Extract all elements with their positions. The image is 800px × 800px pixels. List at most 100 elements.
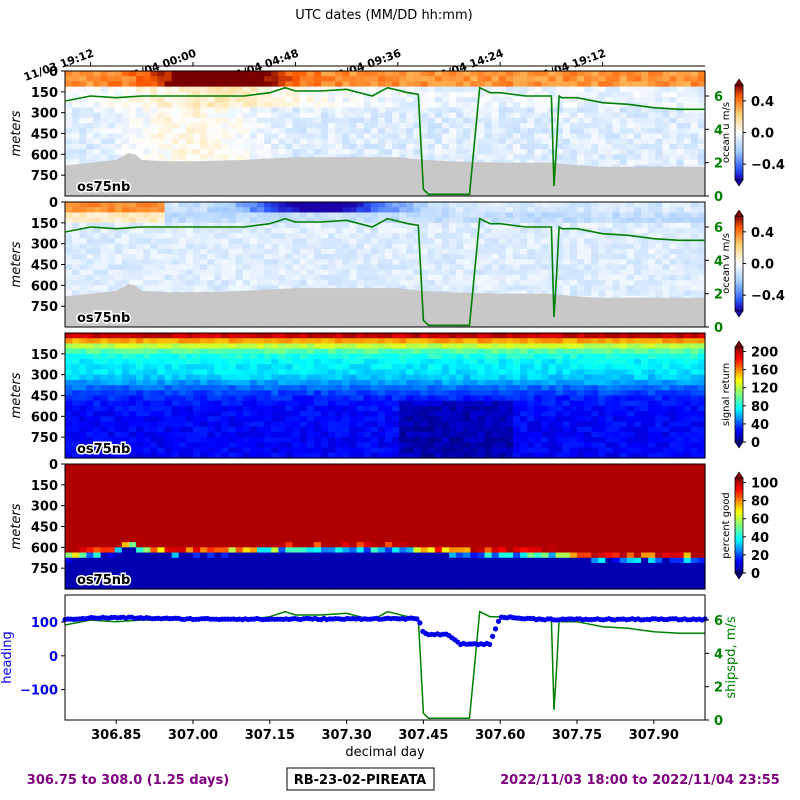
y-tick-label: 0 xyxy=(49,196,58,211)
right-tick-label: 2 xyxy=(714,157,723,172)
y-axis-label: meters xyxy=(9,372,24,418)
x-tick-label: 307.45 xyxy=(398,728,448,743)
colorbar-tick-label: 0 xyxy=(751,436,760,451)
colorbar-tick-label: 40 xyxy=(751,418,769,433)
right-tick-label: 6 xyxy=(714,90,723,105)
colorbar-tick-label: 120 xyxy=(751,382,778,397)
x-tick-label: 307.30 xyxy=(322,728,372,743)
y-tick-label: 150 xyxy=(31,217,58,232)
right-tick-label: 6 xyxy=(714,614,723,629)
heading-point xyxy=(490,633,496,640)
colorbar-extend-bottom xyxy=(734,310,744,318)
heading-point xyxy=(417,620,423,626)
panel-frame xyxy=(64,594,706,721)
colorbar-tick-label: −0.4 xyxy=(751,158,785,173)
instrument-label: os75nb xyxy=(77,573,130,588)
y-tick-label: 600 xyxy=(31,541,58,556)
x-tick-label: 306.85 xyxy=(91,728,141,743)
heading-point xyxy=(414,616,420,622)
panel-heading-shipspeed: 100 0 −100 heading 0 2 4 6 shipspd, m/s 306.85 307… xyxy=(0,594,739,760)
y-tick-label: 0 xyxy=(49,65,58,80)
y-tick-label: 450 xyxy=(31,521,58,536)
colorbar-extend-bottom xyxy=(734,441,744,449)
colorbar-tick-label: 0.0 xyxy=(751,127,774,142)
ship-speed-line xyxy=(64,217,705,327)
right-tick-label: 4 xyxy=(714,647,723,662)
y-tick-label: 450 xyxy=(31,390,58,405)
heading-axis-label: heading xyxy=(0,631,15,684)
x-tick-label: 307.90 xyxy=(629,728,679,743)
y-tick-label: 750 xyxy=(31,169,58,184)
right-tick-label: 2 xyxy=(714,288,723,303)
colorbar-extend-top xyxy=(734,471,744,479)
colorbar-extend-bottom xyxy=(734,179,744,187)
y-tick-label: 750 xyxy=(31,300,58,315)
y-tick-label: 300 xyxy=(31,107,58,122)
y-tick-label: 300 xyxy=(31,369,58,384)
y-tick-label: 150 xyxy=(31,479,58,494)
y-tick-label: 750 xyxy=(31,562,58,577)
x-tick-label: 307.75 xyxy=(552,728,602,743)
instrument-label: os75nb xyxy=(77,442,130,457)
y-tick-label: 0 xyxy=(49,458,58,473)
right-tick-label: 4 xyxy=(714,123,723,138)
y-tick-label: 600 xyxy=(31,410,58,425)
heading-series xyxy=(62,614,708,648)
y-tick-label: 600 xyxy=(31,279,58,294)
footer-dates: 2022/11/03 18:00 to 2022/11/04 23:55 xyxy=(500,773,780,788)
colorbar-tick-label: 0 xyxy=(751,567,760,582)
panel-percent-good: 0 150 300 450 600 750 meters os75nb 100 80 60 40 20 0… xyxy=(9,458,778,590)
x-axis-label: decimal day xyxy=(345,745,425,760)
instrument-label: os75nb xyxy=(77,180,130,195)
colorbar-tick-label: 40 xyxy=(751,531,769,546)
left-tick-label: −100 xyxy=(20,684,58,699)
y-tick-label: 450 xyxy=(31,128,58,143)
colorbar-tick-label: 20 xyxy=(751,549,769,564)
y-tick-label: 150 xyxy=(31,348,58,363)
right-tick-label: 0 xyxy=(714,190,723,205)
instrument-label: os75nb xyxy=(77,311,130,326)
colorbar xyxy=(734,477,744,574)
y-axis-label: meters xyxy=(9,241,24,287)
colorbar-extend-bottom xyxy=(734,572,744,580)
colorbar-tick-label: 80 xyxy=(751,495,769,510)
y-tick-label: 450 xyxy=(31,259,58,274)
colorbar-tick-label: 160 xyxy=(751,364,778,379)
panel-ocean-v: 0 150 300 450 600 750 meters os75nb 0.4 0.0 −0.4 oc… xyxy=(9,196,785,336)
plot-background xyxy=(65,595,705,720)
colorbar-label: signal return xyxy=(721,363,732,426)
y-axis-label: meters xyxy=(9,503,24,549)
colorbar-tick-label: 0.4 xyxy=(751,226,774,241)
heading-point xyxy=(495,618,502,624)
colorbar xyxy=(734,346,744,443)
colorbar-label: ocean u m/s xyxy=(721,102,732,163)
ship-speed-line xyxy=(64,86,705,196)
heatmap-cells xyxy=(65,333,706,459)
y-tick-label: 150 xyxy=(31,86,58,101)
colorbar-tick-label: 200 xyxy=(751,346,778,361)
right-tick-label: 0 xyxy=(714,714,723,729)
y-axis-label: meters xyxy=(9,110,24,156)
bottom-mask xyxy=(65,152,705,196)
footer-cruise-id: RB-23-02-PIREATA xyxy=(294,773,427,788)
colorbar-extend-top xyxy=(734,78,744,86)
panel-signal-return: 150 300 450 600 750 meters os75nb 200 160 120 80 40… xyxy=(9,332,778,459)
colorbar-extend-top xyxy=(734,209,744,217)
y-tick-label: 750 xyxy=(31,431,58,446)
right-tick-label: 2 xyxy=(714,681,723,696)
y-tick-label: 300 xyxy=(31,238,58,253)
colorbar-tick-label: 80 xyxy=(751,400,769,415)
x-tick-label: 307.15 xyxy=(245,728,295,743)
colorbar-tick-label: 0.4 xyxy=(751,95,774,110)
left-tick-label: 0 xyxy=(49,650,58,665)
x-tick-label: 307.00 xyxy=(168,728,218,743)
colorbar-tick-label: 0.0 xyxy=(751,258,774,273)
right-tick-label: 6 xyxy=(714,221,723,236)
colorbar-tick-label: −0.4 xyxy=(751,289,785,304)
footer-range: 306.75 to 308.0 (1.25 days) xyxy=(27,773,229,788)
footer-cruise-box xyxy=(286,767,435,791)
colorbar xyxy=(734,215,744,312)
bottom-mask xyxy=(65,283,705,327)
right-tick-label: 4 xyxy=(714,254,723,269)
